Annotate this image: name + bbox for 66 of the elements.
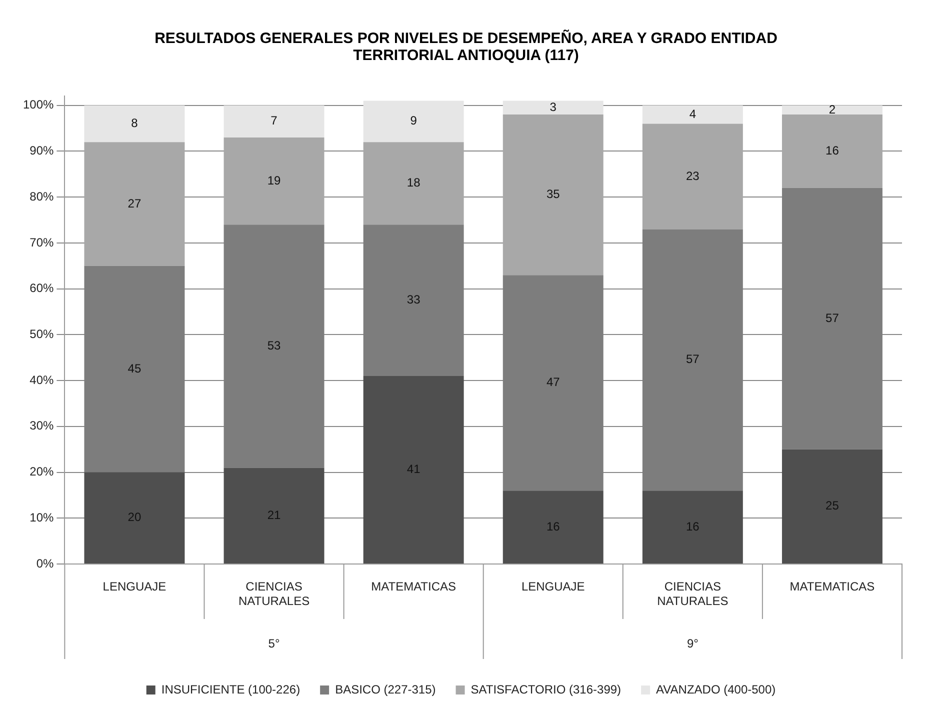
data-label: 21: [267, 508, 282, 522]
bar: [502, 114, 604, 276]
legend-label: SATISFACTORIO (316-399): [470, 682, 622, 696]
bar: [363, 376, 464, 564]
data-label: 57: [686, 352, 700, 366]
data-label: 8: [131, 116, 138, 130]
data-label: 41: [406, 462, 421, 476]
data-label: 47: [546, 375, 560, 390]
bar: [502, 100, 604, 115]
y-tick-label: 90%: [30, 144, 54, 158]
data-label: 7: [270, 114, 278, 128]
data-label: 27: [128, 196, 142, 210]
data-label: 53: [267, 338, 282, 352]
bar: [642, 105, 743, 124]
bar: [224, 137, 324, 225]
y-tick-label: 50%: [30, 327, 54, 341]
chart-title: RESULTADOS GENERALES POR NIVELES DE DESEMPEÑO, AREA Y GRADO ENTIDAD TERRITORIAL ANTIOQUIA (117): [154, 30, 778, 64]
bar: [84, 105, 185, 142]
y-tick-label: 10%: [30, 510, 54, 524]
data-label: 23: [686, 168, 700, 183]
x-tick-label: MATEMATICAS: [371, 580, 456, 594]
bar: [782, 105, 882, 115]
bar: [642, 124, 743, 230]
data-label: 57: [826, 310, 840, 325]
y-tick-label: 80%: [30, 189, 54, 204]
data-label: 19: [267, 173, 282, 188]
y-tick-label: 20%: [30, 464, 54, 479]
text: 5°: [268, 636, 280, 650]
data-label: 9: [410, 114, 418, 128]
data-label: 3: [550, 100, 557, 114]
bar: [642, 490, 743, 564]
bar: [363, 142, 464, 225]
y-tick-label: 60%: [30, 281, 54, 296]
bar: [363, 100, 464, 142]
text: 9°: [686, 636, 699, 650]
legend-label: INSUFICIENTE (100-226): [161, 682, 300, 696]
bar: [782, 449, 882, 564]
y-tick-label: 0%: [36, 556, 54, 570]
x-tick-label: MATEMATICAS: [790, 580, 875, 594]
data-label: 16: [686, 519, 700, 534]
legend-label: BASICO (227-315): [335, 682, 436, 696]
data-label: 35: [546, 187, 560, 202]
data-label: 2: [828, 102, 836, 116]
y-tick-label: 100%: [22, 98, 54, 112]
y-tick-label: 30%: [30, 418, 54, 433]
bar: [224, 468, 324, 564]
x-tick-label: LENGUAJE: [521, 580, 585, 594]
data-label: 45: [128, 361, 142, 376]
y-tick-label: 40%: [30, 372, 54, 387]
x-tick-label: LENGUAJE: [102, 580, 166, 594]
data-label: 16: [546, 519, 560, 534]
x-tick-label: CIENCIAS NATURALES: [238, 580, 310, 608]
data-label: 20: [128, 510, 142, 524]
bar: [224, 105, 324, 138]
bar: [84, 142, 185, 266]
data-label: 16: [826, 144, 840, 158]
bar: [782, 114, 882, 188]
data-label: 18: [406, 176, 421, 190]
data-label: 4: [689, 106, 696, 121]
data-label: 25: [826, 498, 840, 513]
data-label: 33: [406, 292, 421, 307]
y-tick-label: 70%: [30, 235, 54, 250]
bar: [84, 472, 185, 564]
bar: [502, 490, 604, 564]
legend-label: AVANZADO (400-500): [656, 682, 776, 696]
x-tick-label: CIENCIAS NATURALES: [657, 580, 728, 608]
